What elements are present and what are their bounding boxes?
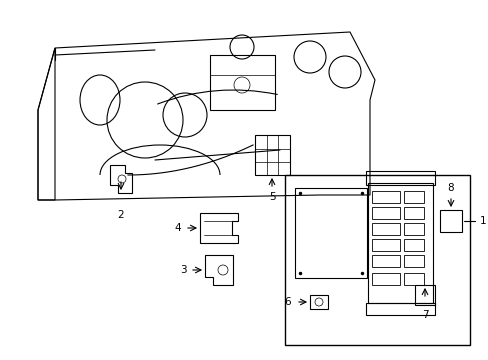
Bar bbox=[371, 223, 399, 235]
Text: 1: 1 bbox=[479, 216, 486, 226]
Bar bbox=[371, 191, 399, 203]
Bar bbox=[367, 183, 432, 303]
Text: 3: 3 bbox=[179, 265, 186, 275]
Bar bbox=[371, 255, 399, 267]
Text: 4: 4 bbox=[174, 223, 181, 233]
Bar bbox=[371, 207, 399, 219]
Bar bbox=[365, 303, 434, 315]
Bar bbox=[371, 239, 399, 251]
Bar bbox=[254, 135, 289, 175]
Bar bbox=[309, 295, 327, 309]
Text: 5: 5 bbox=[268, 192, 275, 202]
Bar bbox=[365, 171, 434, 185]
Text: 6: 6 bbox=[284, 297, 291, 307]
Bar bbox=[403, 239, 423, 251]
Bar bbox=[285, 175, 469, 345]
Bar bbox=[403, 207, 423, 219]
Bar bbox=[403, 273, 423, 285]
Text: 2: 2 bbox=[118, 210, 124, 220]
Bar bbox=[403, 191, 423, 203]
Bar bbox=[414, 285, 434, 305]
Bar bbox=[439, 210, 461, 232]
Text: 7: 7 bbox=[421, 310, 427, 320]
Bar bbox=[371, 273, 399, 285]
Bar bbox=[403, 223, 423, 235]
Bar bbox=[209, 55, 274, 110]
Text: 8: 8 bbox=[447, 183, 453, 193]
Bar bbox=[294, 188, 366, 278]
Bar bbox=[403, 255, 423, 267]
